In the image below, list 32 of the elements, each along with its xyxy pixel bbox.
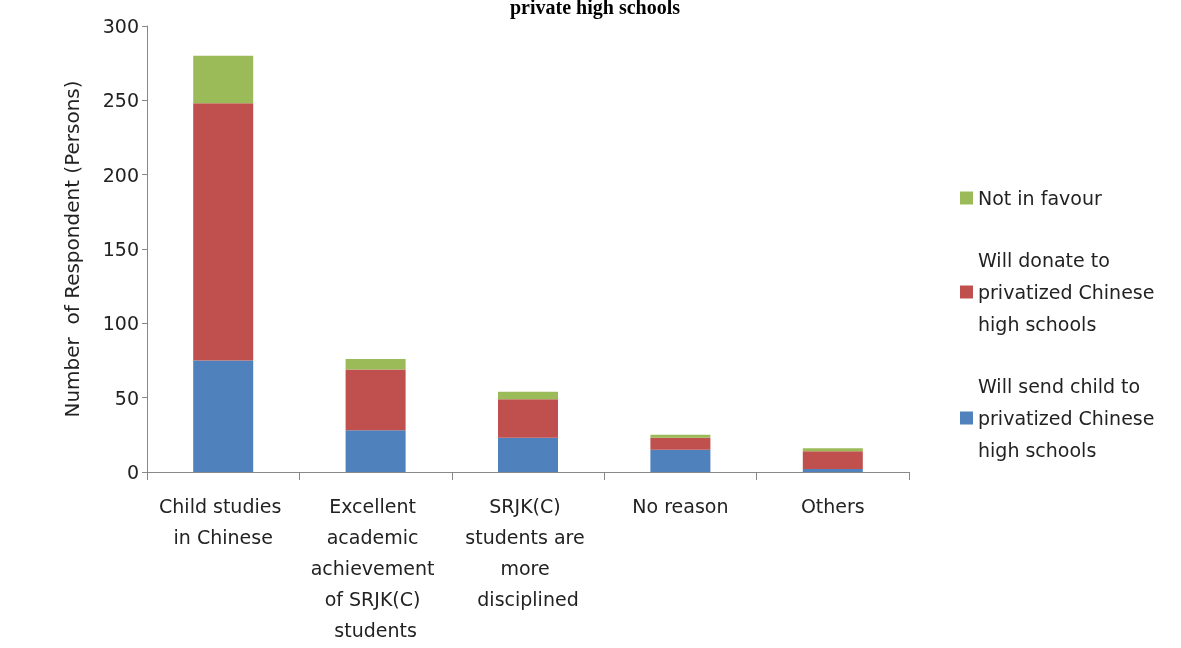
bar xyxy=(802,469,863,472)
bar xyxy=(498,437,558,472)
y-tick-label: 300 xyxy=(102,15,139,37)
legend-label: Not in favour xyxy=(978,187,1102,209)
y-tick-label: 150 xyxy=(102,238,139,260)
bar xyxy=(498,399,558,438)
chart-title: private high schools xyxy=(509,0,681,19)
y-tick-label: 200 xyxy=(102,163,139,186)
y-tick-label: 100 xyxy=(102,312,139,335)
bar xyxy=(802,451,863,470)
y-tick-label: 250 xyxy=(102,89,139,112)
bar xyxy=(650,437,711,450)
bar xyxy=(193,55,254,104)
bar xyxy=(193,103,254,361)
y-tick-label: 0 xyxy=(126,461,139,483)
x-tick-label: Child studies in Chinese xyxy=(159,494,288,548)
x-tick-label: SRJK(C) students are more disciplined xyxy=(465,494,591,610)
x-tick-label: Others xyxy=(800,494,865,517)
bar xyxy=(498,391,558,400)
x-tick-label: No reason xyxy=(632,494,729,517)
y-tick-label: 50 xyxy=(114,386,139,409)
bar xyxy=(650,434,711,438)
bar xyxy=(345,369,406,431)
bar xyxy=(345,359,406,370)
bar xyxy=(650,449,711,472)
legend-label: Will send child to privatized Chinese high schools xyxy=(978,375,1161,461)
y-axis-title: Number of Respondent (Persons) xyxy=(60,80,84,418)
legend-label: Will donate to privatized Chinese high schools xyxy=(978,249,1161,335)
bar xyxy=(802,448,863,452)
bar xyxy=(345,430,406,472)
x-tick-label: Excellent academic achievement of SRJK(C) students xyxy=(310,494,441,641)
bar xyxy=(193,360,254,472)
